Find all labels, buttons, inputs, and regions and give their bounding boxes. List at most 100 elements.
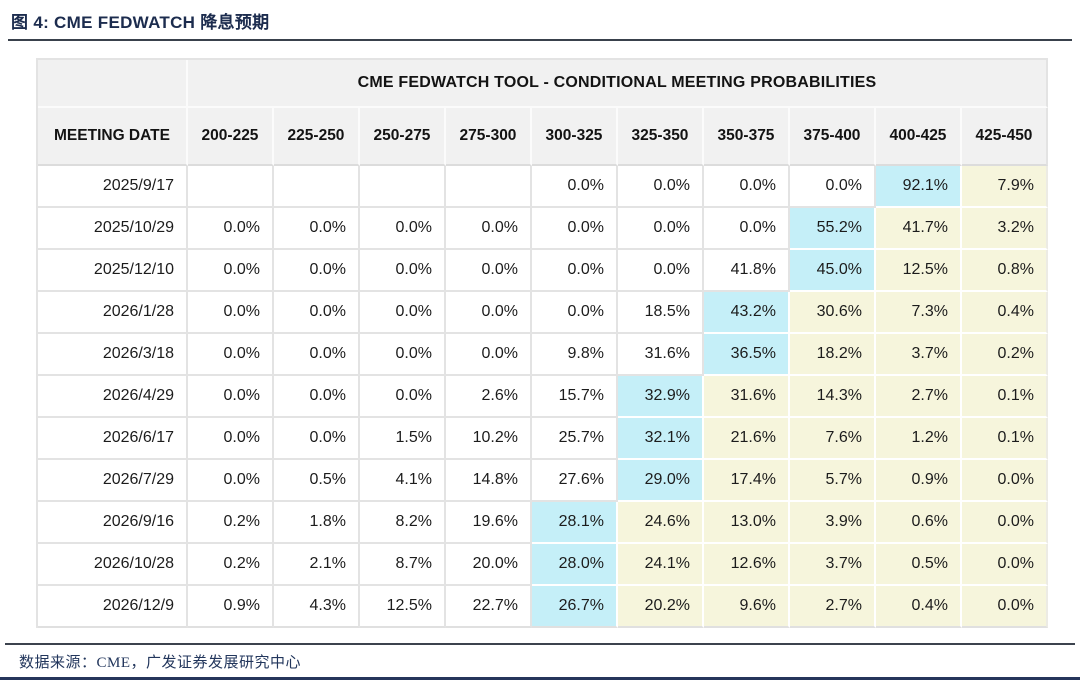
table-row: 2026/9/16 0.2% 1.8% 8.2% 19.6% 28.1% 24.6% 13.0… [38,502,1048,544]
probability-cell: 7.9% [962,166,1048,208]
probability-cell: 0.9% [876,460,962,502]
probability-cell: 0.0% [188,250,274,292]
probability-cell: 0.0% [532,166,618,208]
probability-cell: 0.0% [446,334,532,376]
probability-cell: 0.4% [876,586,962,628]
probability-cell: 8.7% [360,544,446,586]
probability-cell: 43.2% [704,292,790,334]
rate-bucket-header-cell: 250-275 [360,108,446,166]
probability-cell: 0.0% [188,292,274,334]
rate-bucket-header-cell: 275-300 [446,108,532,166]
probability-cell: 15.7% [532,376,618,418]
meeting-date-cell: 2025/9/17 [38,166,188,208]
probability-cell: 9.6% [704,586,790,628]
probability-cell: 3.2% [962,208,1048,250]
probability-cell: 29.0% [618,460,704,502]
probability-cell: 0.0% [274,250,360,292]
probability-cell: 24.1% [618,544,704,586]
table-row: 2026/7/29 0.0% 0.5% 4.1% 14.8% 27.6% 29.0% 17.4… [38,460,1048,502]
probability-cell: 0.0% [532,250,618,292]
probability-cell: 0.0% [962,502,1048,544]
probability-cell: 28.1% [532,502,618,544]
table-row: 2025/10/29 0.0% 0.0% 0.0% 0.0% 0.0% 0.0% 0.0% 55… [38,208,1048,250]
rate-bucket-header-cell: 325-350 [618,108,704,166]
probability-cell: 26.7% [532,586,618,628]
probability-cell: 0.0% [618,250,704,292]
probability-cell: 0.0% [188,376,274,418]
probability-cell: 12.5% [876,250,962,292]
probability-cell: 1.2% [876,418,962,460]
rate-bucket-header-cell: 400-425 [876,108,962,166]
table-header-row-buckets: MEETING DATE 200-225 225-250 250-275 275-300… [38,108,1048,166]
table-row: 2026/1/28 0.0% 0.0% 0.0% 0.0% 0.0% 18.5% 43.2% 3… [38,292,1048,334]
meeting-date-cell: 2026/6/17 [38,418,188,460]
footer-divider [5,643,1075,645]
probability-cell: 0.1% [962,376,1048,418]
rate-bucket-header-cell: 200-225 [188,108,274,166]
probability-cell: 17.4% [704,460,790,502]
rate-bucket-header-cell: 375-400 [790,108,876,166]
probability-cell: 14.3% [790,376,876,418]
rate-bucket-header-cell: 350-375 [704,108,790,166]
probability-cell [188,166,274,208]
probability-cell: 0.0% [360,292,446,334]
probability-cell: 10.2% [446,418,532,460]
probability-cell: 32.9% [618,376,704,418]
probability-cell: 92.1% [876,166,962,208]
probability-cell: 3.9% [790,502,876,544]
probability-cell: 0.4% [962,292,1048,334]
probability-cell: 12.5% [360,586,446,628]
meeting-date-cell: 2026/10/28 [38,544,188,586]
probability-cell: 4.1% [360,460,446,502]
probability-cell: 0.2% [962,334,1048,376]
meeting-date-header-cell: MEETING DATE [38,108,188,166]
probability-cell: 0.2% [188,544,274,586]
probability-cell: 0.8% [962,250,1048,292]
probability-cell: 14.8% [446,460,532,502]
table-row: 2026/3/18 0.0% 0.0% 0.0% 0.0% 9.8% 31.6% 36.5% 1… [38,334,1048,376]
rate-bucket-header-cell: 225-250 [274,108,360,166]
probability-cell: 0.0% [704,208,790,250]
probability-cell: 7.6% [790,418,876,460]
probability-cell: 0.0% [188,418,274,460]
probability-cell: 27.6% [532,460,618,502]
meeting-date-cell: 2026/1/28 [38,292,188,334]
probability-cell: 0.0% [188,334,274,376]
probability-cell: 4.3% [274,586,360,628]
probability-cell: 0.0% [618,208,704,250]
meeting-date-cell: 2026/9/16 [38,502,188,544]
probability-cell: 0.2% [188,502,274,544]
probability-cell: 21.6% [704,418,790,460]
probability-cell: 55.2% [790,208,876,250]
probability-cell: 31.6% [704,376,790,418]
probability-cell: 12.6% [704,544,790,586]
probability-cell: 2.7% [790,586,876,628]
probability-cell: 0.0% [360,208,446,250]
probability-cell: 19.6% [446,502,532,544]
probability-cell: 0.0% [962,544,1048,586]
probability-cell: 0.0% [790,166,876,208]
probability-cell: 2.6% [446,376,532,418]
probability-cell: 41.8% [704,250,790,292]
probability-cell: 45.0% [790,250,876,292]
header-corner-cell [38,60,188,108]
probability-cell: 9.8% [532,334,618,376]
probability-cell: 18.5% [618,292,704,334]
probability-cell: 0.0% [962,586,1048,628]
probability-cell: 0.0% [360,334,446,376]
probability-table: CME FEDWATCH TOOL - CONDITIONAL MEETING … [36,58,1048,628]
table-row: 2026/10/28 0.2% 2.1% 8.7% 20.0% 28.0% 24.1% 12.… [38,544,1048,586]
probability-cell: 0.6% [876,502,962,544]
probability-cell: 24.6% [618,502,704,544]
probability-cell: 0.5% [876,544,962,586]
table-row: 2026/6/17 0.0% 0.0% 1.5% 10.2% 25.7% 32.1% 21.6… [38,418,1048,460]
meeting-date-cell: 2026/7/29 [38,460,188,502]
probability-cell: 0.1% [962,418,1048,460]
table-header-row-span: CME FEDWATCH TOOL - CONDITIONAL MEETING … [38,60,1048,108]
probability-cell: 0.5% [274,460,360,502]
table-row: 2025/9/17 0.0% 0.0% 0.0% 0.0% 92.1% 7.9% [38,166,1048,208]
rate-bucket-header-cell: 425-450 [962,108,1048,166]
probability-cell: 0.9% [188,586,274,628]
probability-cell: 0.0% [532,208,618,250]
probability-cell: 0.0% [274,334,360,376]
